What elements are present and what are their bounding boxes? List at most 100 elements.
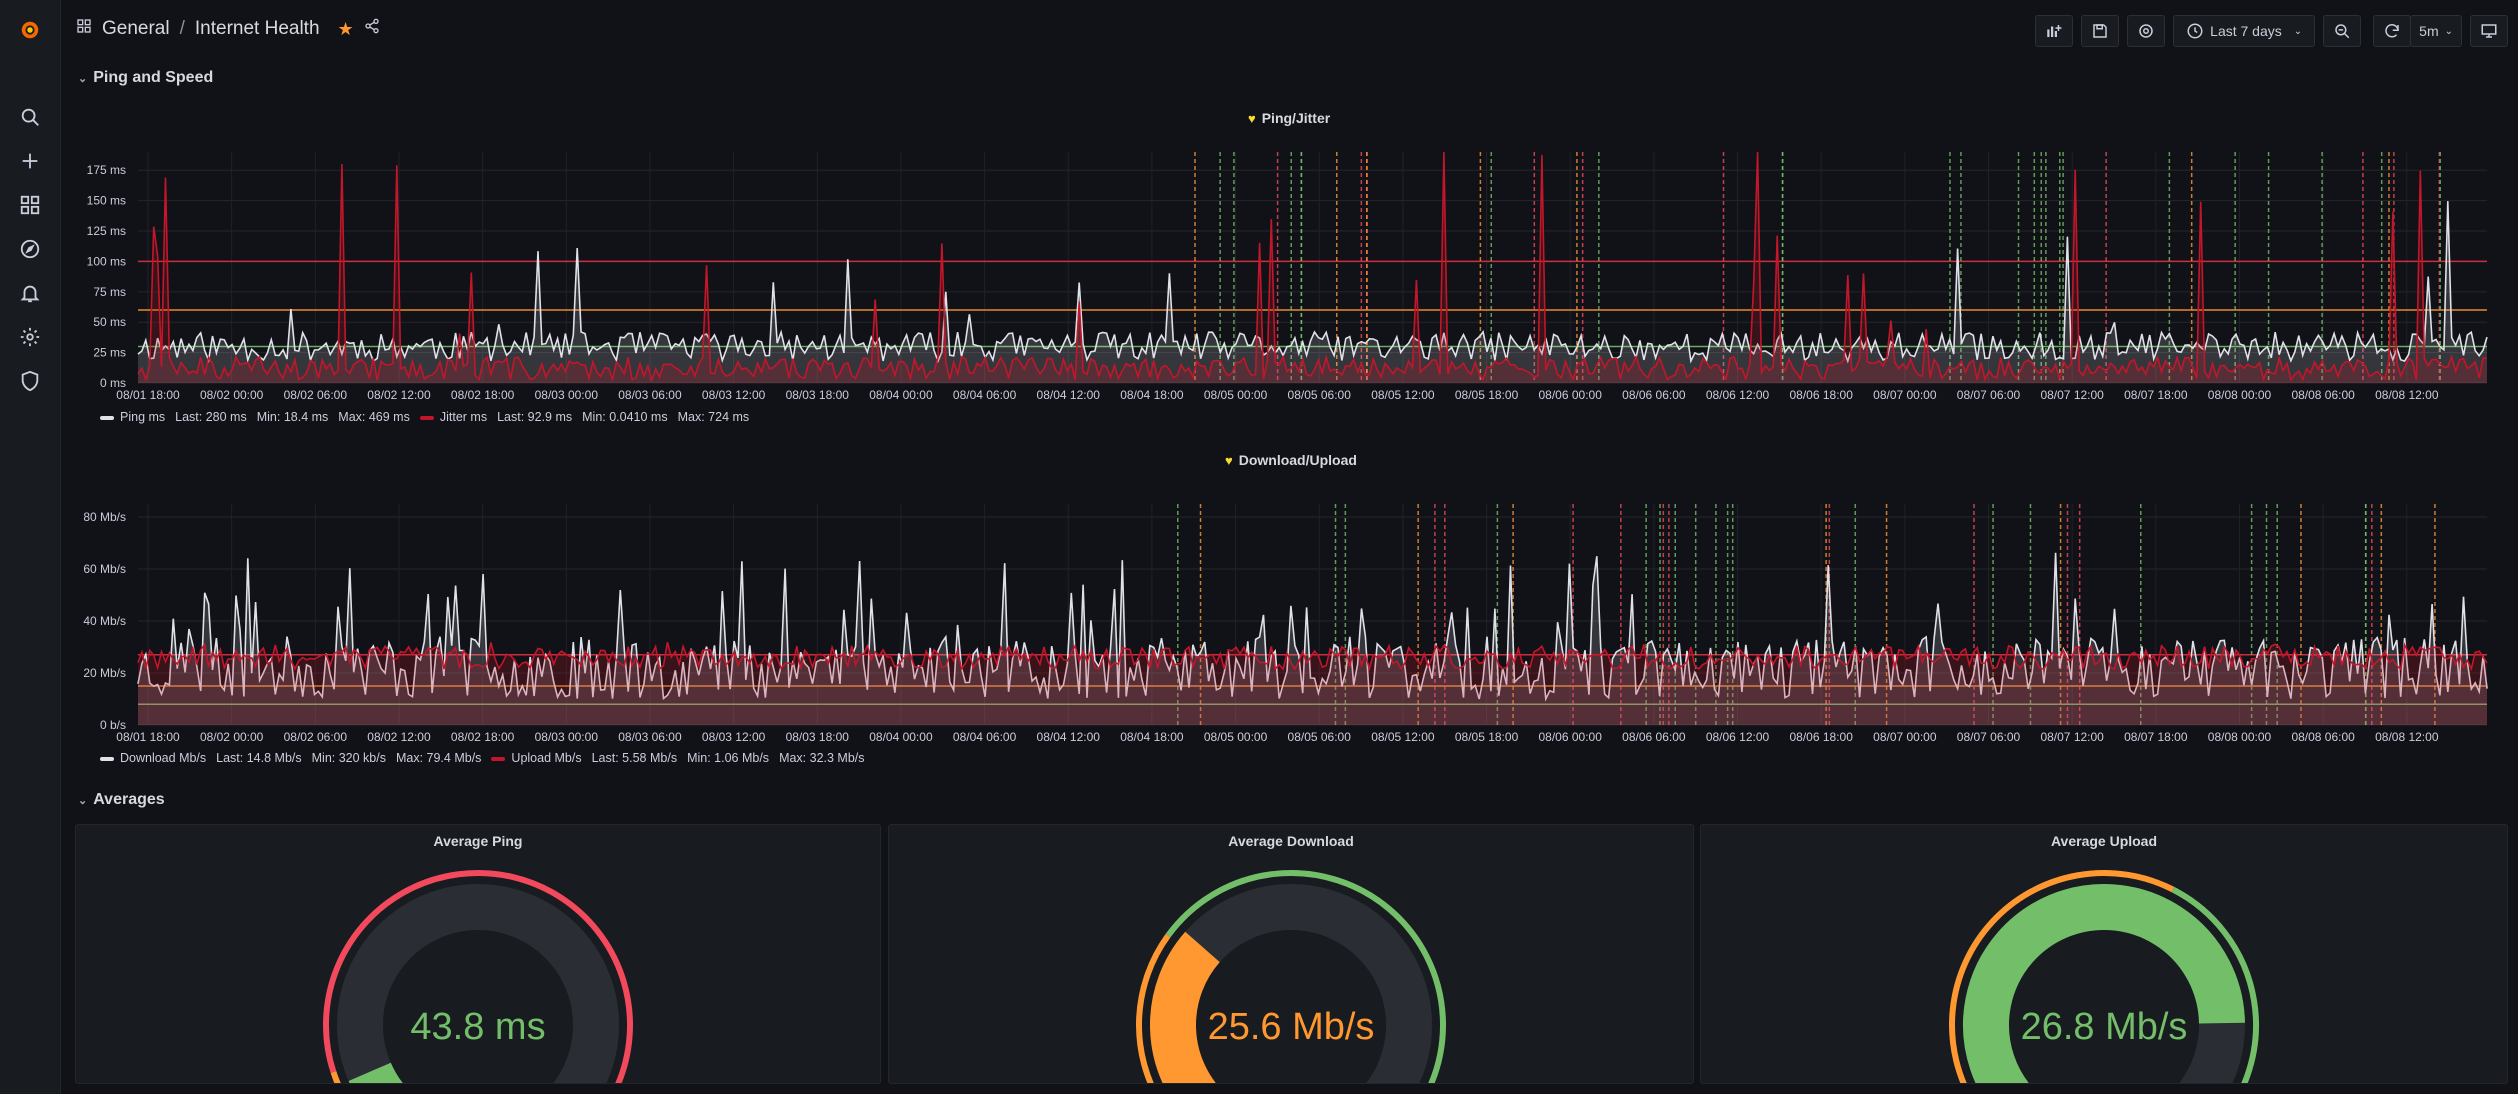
breadcrumb-dashboard[interactable]: Internet Health xyxy=(194,18,320,39)
gauge-value-arc xyxy=(1963,884,2245,1083)
x-tick-label: 08/02 06:00 xyxy=(284,730,348,742)
legend-series-name: Download Mb/s xyxy=(120,751,207,765)
x-tick-label: 08/06 18:00 xyxy=(1789,388,1853,400)
x-tick-label: 08/04 18:00 xyxy=(1120,388,1184,400)
x-tick-label: 08/06 00:00 xyxy=(1539,730,1603,742)
gauge-value-text: 43.8 ms xyxy=(410,1006,545,1048)
gauge-value-arc xyxy=(1150,931,1221,1083)
panel-title-ping-jitter[interactable]: ♥ Ping/Jitter xyxy=(1248,110,1330,126)
series-line-primary xyxy=(137,201,2488,364)
download-upload-legend: Download Mb/s Last: 14.8 Mb/s Min: 320 k… xyxy=(100,751,865,765)
legend-last: Last: 5.58 Mb/s xyxy=(591,751,678,765)
dashboards-icon[interactable] xyxy=(18,193,42,217)
ping-jitter-legend: Ping ms Last: 280 ms Min: 18.4 ms Max: 4… xyxy=(100,410,749,424)
grafana-logo-icon[interactable] xyxy=(16,16,44,44)
shield-icon[interactable] xyxy=(18,369,42,393)
gauge-threshold-ring xyxy=(1136,933,1171,1083)
chevron-down-icon: ⌄ xyxy=(2293,25,2303,37)
top-navbar: General / Internet Health ★ Last 7 days … xyxy=(60,0,2518,62)
x-tick-label: 08/07 18:00 xyxy=(2124,388,2188,400)
gauge-threshold-ring xyxy=(2171,886,2259,1083)
dashboard-toolbar: Last 7 days ⌄ 5m ⌄ xyxy=(2035,15,2508,47)
legend-last: Last: 92.9 ms xyxy=(497,410,573,424)
x-tick-label: 08/07 00:00 xyxy=(1873,730,1937,742)
legend-item-upload[interactable]: Upload Mb/s Last: 5.58 Mb/s Min: 1.06 Mb… xyxy=(491,751,865,765)
save-icon xyxy=(2093,24,2107,38)
tv-mode-button[interactable] xyxy=(2470,15,2508,47)
refresh-interval-picker[interactable]: 5m ⌄ xyxy=(2410,15,2462,47)
x-tick-label: 08/07 06:00 xyxy=(1957,388,2021,400)
x-tick-label: 08/04 12:00 xyxy=(1037,730,1101,742)
x-tick-label: 08/07 12:00 xyxy=(2040,730,2104,742)
explore-icon[interactable] xyxy=(18,237,42,261)
plus-icon[interactable] xyxy=(18,149,42,173)
zoom-out-button[interactable] xyxy=(2323,15,2362,47)
x-tick-label: 08/03 12:00 xyxy=(702,388,766,400)
gauge-average-upload: 26.8 Mb/s xyxy=(1949,870,2259,1083)
panel-title-download-upload[interactable]: ♥ Download/Upload xyxy=(1225,452,1357,468)
ping-jitter-chart[interactable]: 0 ms 25 ms 50 ms 75 ms 100 ms 125 ms 150 ms 175… xyxy=(0,140,2518,400)
x-tick-label: 08/03 18:00 xyxy=(786,388,850,400)
x-tick-label: 08/04 00:00 xyxy=(869,388,933,400)
x-tick-label: 08/03 06:00 xyxy=(618,730,682,742)
chevron-down-icon: ⌄ xyxy=(78,794,88,807)
row-title: Ping and Speed xyxy=(93,69,214,86)
breadcrumb-separator: / xyxy=(179,18,185,39)
refresh-button[interactable] xyxy=(2373,15,2412,47)
x-tick-label: 08/07 06:00 xyxy=(1957,730,2021,742)
gauge-threshold-ring xyxy=(1165,870,1446,1083)
chevron-down-icon: ⌄ xyxy=(2444,25,2453,37)
x-tick-label: 08/07 00:00 xyxy=(1873,388,1937,400)
legend-item-download[interactable]: Download Mb/s Last: 14.8 Mb/s Min: 320 k… xyxy=(100,751,481,765)
x-tick-label: 08/05 00:00 xyxy=(1204,730,1268,742)
download-upload-chart[interactable]: 0 b/s 20 Mb/s 40 Mb/s 60 Mb/s 80 Mb/s 08/01 1… xyxy=(0,482,2518,742)
legend-min: Min: 1.06 Mb/s xyxy=(687,751,770,765)
breadcrumb: General / Internet Health ★ xyxy=(76,18,380,40)
row-ping-speed[interactable]: ⌄ Ping and Speed xyxy=(78,69,213,87)
x-tick-label: 08/04 06:00 xyxy=(953,388,1017,400)
x-tick-label: 08/02 00:00 xyxy=(200,730,264,742)
x-tick-label: 08/08 06:00 xyxy=(2291,730,2355,742)
save-dashboard-button[interactable] xyxy=(2081,15,2120,47)
gauge-panel-average-upload[interactable]: Average Upload 26.8 Mb/s xyxy=(1700,824,2508,1084)
x-tick-label: 08/02 06:00 xyxy=(284,388,348,400)
time-picker-button[interactable]: Last 7 days ⌄ xyxy=(2173,15,2316,47)
y-tick-label: 100 ms xyxy=(87,254,126,268)
star-icon[interactable]: ★ xyxy=(337,18,354,39)
gauge-panel-average-ping[interactable]: Average Ping 43.8 ms xyxy=(75,824,881,1084)
breadcrumb-folder[interactable]: General xyxy=(102,18,170,39)
dashboard-settings-button[interactable] xyxy=(2127,15,2166,47)
row-title: Averages xyxy=(93,791,165,808)
series-line-secondary xyxy=(137,151,2487,383)
x-tick-label: 08/03 00:00 xyxy=(535,388,599,400)
x-tick-label: 08/03 00:00 xyxy=(535,730,599,742)
bell-icon[interactable] xyxy=(18,281,42,305)
gauge-panel-average-download[interactable]: Average Download 25.6 Mb/s xyxy=(888,824,1694,1084)
gauge-threshold-ring xyxy=(323,870,633,1083)
x-tick-label: 08/08 00:00 xyxy=(2208,730,2272,742)
row-averages[interactable]: ⌄ Averages xyxy=(78,791,165,809)
x-tick-label: 08/01 18:00 xyxy=(116,388,180,400)
x-tick-label: 08/02 00:00 xyxy=(200,388,264,400)
gear-icon[interactable] xyxy=(18,325,42,349)
search-icon[interactable] xyxy=(18,105,42,129)
x-tick-label: 08/04 06:00 xyxy=(953,730,1017,742)
x-tick-label: 08/03 12:00 xyxy=(702,730,766,742)
y-tick-label: 75 ms xyxy=(93,285,126,299)
legend-min: Min: 18.4 ms xyxy=(256,410,329,424)
gauge-title: Average Download xyxy=(1228,833,1354,849)
refresh-interval-label: 5m xyxy=(2419,23,2439,39)
gauge-title: Average Ping xyxy=(433,833,523,849)
gauge-threshold-ring xyxy=(1949,870,2175,1083)
x-tick-label: 08/06 18:00 xyxy=(1789,730,1853,742)
y-tick-label: 40 Mb/s xyxy=(83,614,126,628)
add-panel-button[interactable] xyxy=(2035,15,2074,47)
x-tick-label: 08/07 18:00 xyxy=(2124,730,2188,742)
panel-title-text: Ping/Jitter xyxy=(1261,110,1331,126)
heart-icon: ♥ xyxy=(1248,110,1256,126)
legend-item-jitter[interactable]: Jitter ms Last: 92.9 ms Min: 0.0410 ms M… xyxy=(419,410,749,424)
legend-item-ping[interactable]: Ping ms Last: 280 ms Min: 18.4 ms Max: 4… xyxy=(100,410,410,424)
x-tick-label: 08/03 18:00 xyxy=(786,730,850,742)
x-tick-label: 08/02 12:00 xyxy=(367,388,431,400)
share-icon[interactable] xyxy=(364,18,380,40)
